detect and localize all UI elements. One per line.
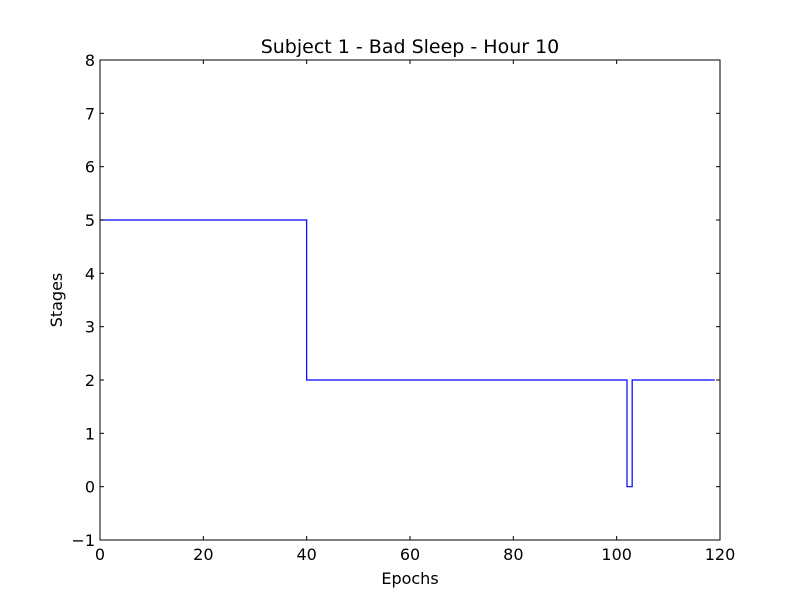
y-axis-ticks: −1 0 1 2 3 4 5 6 7 8 [71, 51, 720, 550]
x-axis-ticks: 0 20 40 60 80 100 120 [95, 60, 735, 564]
x-tick-label: 120 [705, 545, 736, 564]
y-tick-label: 4 [85, 264, 95, 283]
x-tick-label: 40 [296, 545, 316, 564]
x-tick-label: 60 [400, 545, 420, 564]
series-line [100, 219, 715, 488]
y-tick-label: 1 [85, 424, 95, 443]
y-tick-label: 7 [85, 104, 95, 123]
y-tick-label: 2 [85, 371, 95, 390]
y-tick-label: 6 [85, 158, 95, 177]
y-tick-label: 5 [85, 211, 95, 230]
y-tick-label: 0 [85, 478, 95, 497]
y-tick-label: −1 [71, 531, 95, 550]
x-axis-label: Epochs [381, 569, 438, 588]
y-axis-label: Stages [47, 273, 66, 328]
y-tick-label: 8 [85, 51, 95, 70]
x-tick-label: 20 [193, 545, 213, 564]
chart-title: Subject 1 - Bad Sleep - Hour 10 [261, 36, 560, 58]
x-tick-label: 0 [95, 545, 105, 564]
series-layer [100, 219, 715, 488]
x-tick-label: 100 [601, 545, 632, 564]
y-tick-label: 3 [85, 318, 95, 337]
x-tick-label: 80 [503, 545, 523, 564]
